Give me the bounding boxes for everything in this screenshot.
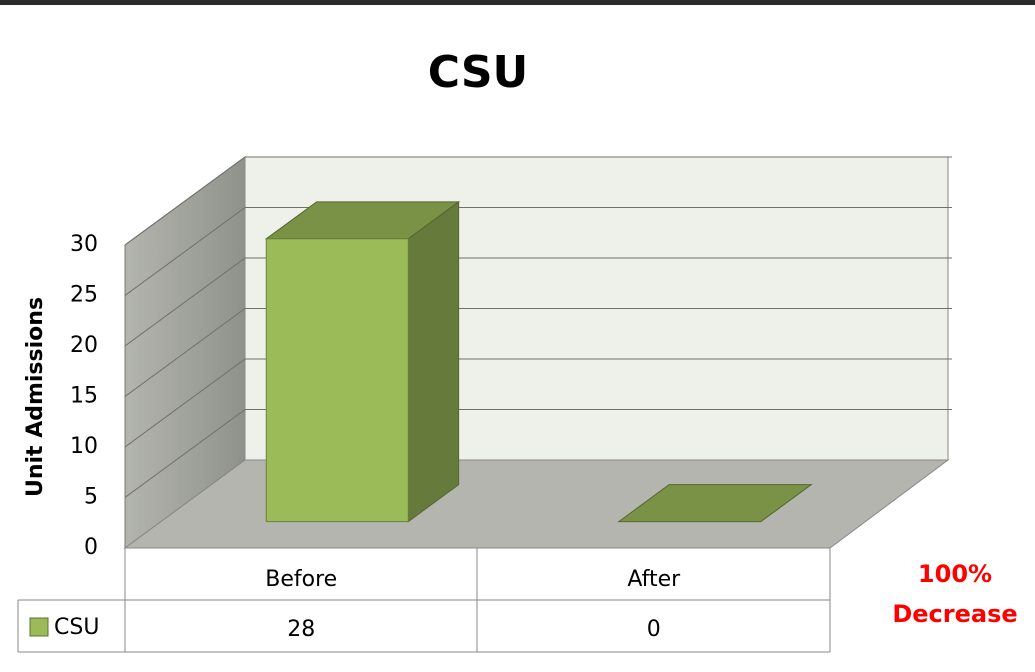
y-tick-label: 25	[70, 283, 98, 308]
x-tick-label: Before	[265, 567, 337, 592]
grid-line	[124, 207, 246, 296]
grid-line	[124, 257, 246, 347]
grid-line	[124, 358, 246, 448]
data-table-grid	[17, 548, 831, 653]
bar-side	[407, 200, 460, 523]
y-tick-label: 10	[70, 434, 98, 459]
y-tick-label: 20	[70, 333, 98, 358]
grid-line	[124, 156, 246, 246]
y-tick-label: 30	[70, 232, 98, 257]
legend-label: CSU	[54, 615, 99, 640]
grid-line	[124, 409, 246, 498]
x-tick-label: After	[627, 567, 681, 592]
y-tick-label: 0	[84, 535, 98, 560]
y-axis-label: Unit Admissions	[23, 297, 48, 497]
floor	[123, 459, 950, 549]
annotation: Decrease	[892, 600, 1017, 628]
y-tick-label: 5	[84, 485, 98, 510]
top-border	[0, 0, 1035, 5]
bar-top	[617, 484, 813, 523]
grid-line	[124, 308, 246, 397]
chart-title: CSU	[428, 47, 529, 98]
legend-swatch	[29, 617, 49, 637]
data-table-value: 28	[287, 617, 315, 642]
annotation: 100%	[918, 560, 992, 588]
data-table-value: 0	[647, 617, 661, 642]
bar	[265, 238, 409, 523]
y-tick-label: 15	[70, 384, 98, 409]
